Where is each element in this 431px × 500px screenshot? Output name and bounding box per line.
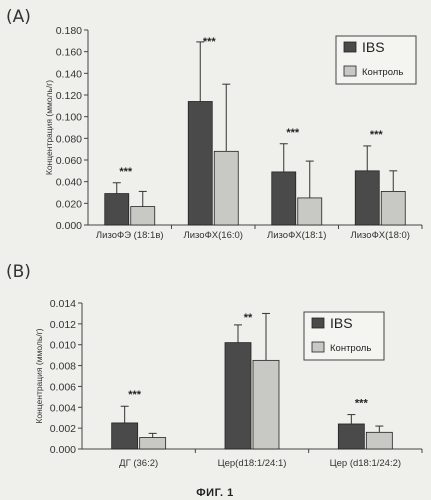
y-tick-label: 0.006 xyxy=(50,381,76,393)
bar-ibs xyxy=(271,171,297,226)
legend-swatch-control xyxy=(343,65,357,77)
legend-label-control: Контроль xyxy=(362,67,403,78)
bar-ibs xyxy=(104,193,130,226)
legend-swatch-control xyxy=(311,341,325,353)
bar-control xyxy=(380,191,406,226)
legend-label-control: Контроль xyxy=(330,343,371,354)
y-tick-label: 0.008 xyxy=(50,361,76,373)
figure-caption: ФИГ. 1 xyxy=(196,487,233,499)
legend-label-ibs: IBS xyxy=(362,39,385,55)
y-tick-label: 0.004 xyxy=(50,402,76,414)
bar-control xyxy=(297,197,323,226)
bar-control xyxy=(252,359,280,450)
y-axis-label-0: Концентрация (ммоль/г) xyxy=(44,80,54,175)
y-tick-label: 0.180 xyxy=(56,25,82,37)
bar-control xyxy=(213,150,239,226)
category-label: ДГ (36:2) xyxy=(119,458,158,469)
category-label: Цер(d18:1/24:1) xyxy=(218,458,287,469)
y-tick-label: 0.080 xyxy=(56,133,82,145)
y-tick-label: 0.010 xyxy=(50,340,76,352)
significance-marker: *** xyxy=(119,166,133,178)
y-tick-label: 0.040 xyxy=(56,177,82,189)
panel-label-0: (A) xyxy=(6,7,31,27)
category-label: ЛизоФХ(18:1) xyxy=(267,230,326,241)
bar-control xyxy=(139,437,167,450)
significance-marker: *** xyxy=(286,127,300,139)
y-tick-label: 0.140 xyxy=(56,68,82,80)
legend-swatch-ibs xyxy=(311,317,325,329)
category-label: ЛизоФХ(18:0) xyxy=(351,230,410,241)
significance-marker: ** xyxy=(244,312,253,324)
category-label: Цер (d18:1/24:2) xyxy=(330,458,401,469)
y-axis-label-1: Концентрация (ммоль/г) xyxy=(34,328,44,423)
legend-swatch-ibs xyxy=(343,41,357,53)
category-label: ЛизоФЭ (18:1в) xyxy=(96,230,164,241)
y-tick-label: 0.012 xyxy=(50,319,76,331)
y-tick-label: 0.160 xyxy=(56,47,82,59)
bar-ibs xyxy=(224,342,252,450)
significance-marker: *** xyxy=(128,389,142,401)
y-tick-label: 0.014 xyxy=(50,298,76,310)
significance-marker: *** xyxy=(355,398,369,410)
significance-marker: *** xyxy=(370,129,384,141)
panel-label-1: (B) xyxy=(6,262,31,282)
legend-label-ibs: IBS xyxy=(330,315,353,331)
bar-ibs xyxy=(337,423,365,450)
significance-marker: *** xyxy=(203,36,217,48)
y-tick-label: 0.060 xyxy=(56,155,82,167)
bar-control xyxy=(365,431,393,450)
y-tick-label: 0.002 xyxy=(50,423,76,435)
bar-control xyxy=(130,206,156,226)
y-tick-label: 0.120 xyxy=(56,90,82,102)
y-tick-label: 0.000 xyxy=(56,220,82,232)
y-tick-label: 0.000 xyxy=(50,444,76,456)
bar-ibs xyxy=(111,422,139,450)
category-label: ЛизоФХ(16:0) xyxy=(184,230,243,241)
y-tick-label: 0.100 xyxy=(56,112,82,124)
bar-ibs xyxy=(354,170,380,226)
y-tick-label: 0.020 xyxy=(56,198,82,210)
bar-ibs xyxy=(187,101,213,226)
